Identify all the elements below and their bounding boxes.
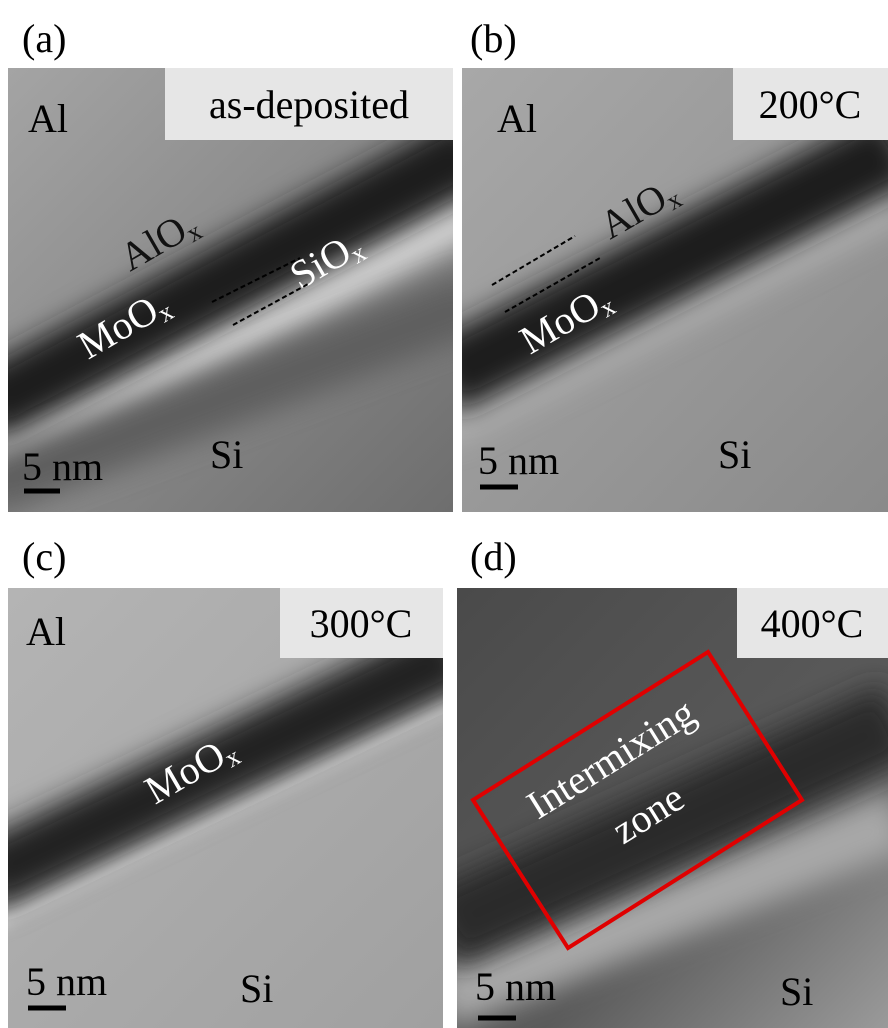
condition-label: as-deposited xyxy=(209,82,409,127)
substrate-label: Si xyxy=(210,432,243,477)
substrate-label: Si xyxy=(780,969,813,1014)
substrate-label: Si xyxy=(718,432,751,477)
scale-label: 5 nm xyxy=(26,959,107,1004)
figure: (a) as-deposited Al Si 5 nm AlOx MoOx Si… xyxy=(0,0,888,1028)
metal-label: Al xyxy=(497,96,537,141)
condition-label: 300°C xyxy=(310,601,413,646)
panel-a: (a) as-deposited Al Si 5 nm AlOx MoOx Si… xyxy=(0,16,480,512)
condition-label: 400°C xyxy=(761,601,864,646)
panel-d: (d) 400°C Intermixing zone Si 5 nm xyxy=(440,534,888,1028)
panel-letter: (d) xyxy=(470,534,517,579)
condition-label: 200°C xyxy=(759,82,862,127)
scale-label: 5 nm xyxy=(478,438,559,483)
metal-label: Al xyxy=(28,96,68,141)
panel-b: (b) 200°C Al Si 5 nm AlOx MoOx xyxy=(440,16,888,512)
scale-label: 5 nm xyxy=(22,444,103,489)
substrate-label: Si xyxy=(240,966,273,1011)
metal-label: Al xyxy=(26,609,66,654)
panel-c: (c) 300°C Al Si 5 nm MoOx xyxy=(0,534,460,1028)
panel-letter: (a) xyxy=(22,16,66,61)
scale-label: 5 nm xyxy=(475,964,556,1009)
panel-letter: (b) xyxy=(470,16,517,61)
panel-letter: (c) xyxy=(22,534,66,579)
